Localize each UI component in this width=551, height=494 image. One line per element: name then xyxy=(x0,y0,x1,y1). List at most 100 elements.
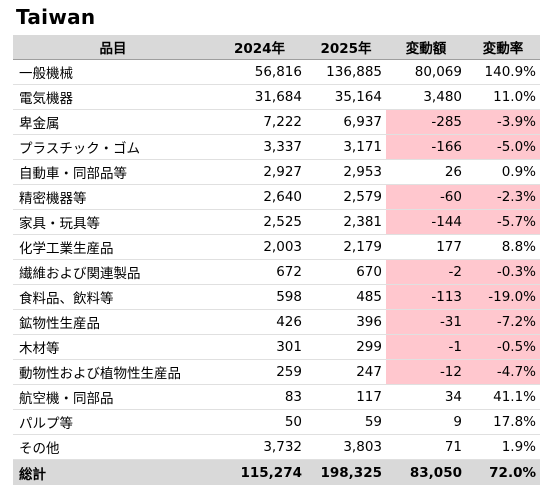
value-2024: 3,732 xyxy=(213,434,306,460)
header-item: 品目 xyxy=(13,35,213,60)
value-2025: 117 xyxy=(306,384,386,410)
value-2025: 485 xyxy=(306,284,386,310)
value-change: -285 xyxy=(386,109,466,135)
item-name: 家具・玩具等 xyxy=(13,209,213,235)
value-2024: 598 xyxy=(213,284,306,310)
value-change: 26 xyxy=(386,159,466,185)
value-2025: 6,937 xyxy=(306,109,386,135)
value-rate: 140.9% xyxy=(466,59,540,85)
value-rate: -5.0% xyxy=(466,134,540,160)
table-row: 家具・玩具等 2,525 2,381 -144 -5.7% xyxy=(13,209,540,235)
total-change: 83,050 xyxy=(386,459,466,485)
total-2025: 198,325 xyxy=(306,459,386,485)
page-title: Taiwan xyxy=(16,5,96,29)
table-row: パルプ等 50 59 9 17.8% xyxy=(13,409,540,435)
table-row: 卑金属 7,222 6,937 -285 -3.9% xyxy=(13,109,540,135)
value-rate: -3.9% xyxy=(466,109,540,135)
value-2024: 56,816 xyxy=(213,59,306,85)
item-name: 自動車・同部品等 xyxy=(13,159,213,185)
value-2024: 259 xyxy=(213,359,306,385)
table-row: 電気機器 31,684 35,164 3,480 11.0% xyxy=(13,84,540,110)
total-rate: 72.0% xyxy=(466,459,540,485)
table-row: 木材等 301 299 -1 -0.5% xyxy=(13,334,540,360)
value-2025: 247 xyxy=(306,359,386,385)
table-footer: 総計 115,274 198,325 83,050 72.0% xyxy=(13,459,540,485)
table-row: 鉱物性生産品 426 396 -31 -7.2% xyxy=(13,309,540,335)
header-rate: 変動率 xyxy=(466,35,540,60)
item-name: 航空機・同部品 xyxy=(13,384,213,410)
value-change: 71 xyxy=(386,434,466,460)
value-2024: 426 xyxy=(213,309,306,335)
table-row: 食料品、飲料等 598 485 -113 -19.0% xyxy=(13,284,540,310)
value-2025: 59 xyxy=(306,409,386,435)
table-row: 自動車・同部品等 2,927 2,953 26 0.9% xyxy=(13,159,540,185)
item-name: 繊維および関連製品 xyxy=(13,259,213,285)
table-row: 動物性および植物性生産品 259 247 -12 -4.7% xyxy=(13,359,540,385)
table-row: 航空機・同部品 83 117 34 41.1% xyxy=(13,384,540,410)
value-change: -144 xyxy=(386,209,466,235)
table-row: その他 3,732 3,803 71 1.9% xyxy=(13,434,540,460)
item-name: 精密機器等 xyxy=(13,184,213,210)
item-name: 卑金属 xyxy=(13,109,213,135)
value-2024: 3,337 xyxy=(213,134,306,160)
value-rate: 11.0% xyxy=(466,84,540,110)
value-2024: 2,927 xyxy=(213,159,306,185)
item-name: 鉱物性生産品 xyxy=(13,309,213,335)
item-name: その他 xyxy=(13,434,213,460)
item-name: 一般機械 xyxy=(13,59,213,85)
value-change: -1 xyxy=(386,334,466,360)
value-rate: -0.3% xyxy=(466,259,540,285)
item-name: 動物性および植物性生産品 xyxy=(13,359,213,385)
value-change: -31 xyxy=(386,309,466,335)
value-2025: 3,803 xyxy=(306,434,386,460)
value-2025: 3,171 xyxy=(306,134,386,160)
value-rate: 41.1% xyxy=(466,384,540,410)
header-2025: 2025年 xyxy=(306,35,386,60)
value-rate: 17.8% xyxy=(466,409,540,435)
value-rate: -5.7% xyxy=(466,209,540,235)
value-change: -166 xyxy=(386,134,466,160)
item-name: パルプ等 xyxy=(13,409,213,435)
table-row: プラスチック・ゴム 3,337 3,171 -166 -5.0% xyxy=(13,134,540,160)
value-2025: 2,381 xyxy=(306,209,386,235)
value-2024: 83 xyxy=(213,384,306,410)
value-2025: 2,179 xyxy=(306,234,386,260)
value-change: 177 xyxy=(386,234,466,260)
value-change: -113 xyxy=(386,284,466,310)
item-name: 木材等 xyxy=(13,334,213,360)
trade-table: 品目 2024年 2025年 変動額 変動率 一般機械 56,816 136,885… xyxy=(13,35,540,485)
value-rate: -4.7% xyxy=(466,359,540,385)
total-row: 総計 115,274 198,325 83,050 72.0% xyxy=(13,459,540,485)
value-rate: 0.9% xyxy=(466,159,540,185)
header-change: 変動額 xyxy=(386,35,466,60)
header-row: 品目 2024年 2025年 変動額 変動率 xyxy=(13,35,540,60)
value-2024: 50 xyxy=(213,409,306,435)
header-2024: 2024年 xyxy=(213,35,306,60)
value-change: -2 xyxy=(386,259,466,285)
item-name: 電気機器 xyxy=(13,84,213,110)
table-row: 化学工業生産品 2,003 2,179 177 8.8% xyxy=(13,234,540,260)
value-rate: -2.3% xyxy=(466,184,540,210)
value-change: 3,480 xyxy=(386,84,466,110)
item-name: 食料品、飲料等 xyxy=(13,284,213,310)
table-row: 一般機械 56,816 136,885 80,069 140.9% xyxy=(13,59,540,85)
value-rate: -0.5% xyxy=(466,334,540,360)
value-2024: 2,003 xyxy=(213,234,306,260)
value-2025: 299 xyxy=(306,334,386,360)
value-2024: 2,640 xyxy=(213,184,306,210)
value-rate: -19.0% xyxy=(466,284,540,310)
value-rate: 1.9% xyxy=(466,434,540,460)
value-change: -12 xyxy=(386,359,466,385)
total-2024: 115,274 xyxy=(213,459,306,485)
value-change: -60 xyxy=(386,184,466,210)
value-change: 80,069 xyxy=(386,59,466,85)
value-2024: 301 xyxy=(213,334,306,360)
table-header: 品目 2024年 2025年 変動額 変動率 xyxy=(13,35,540,60)
total-label: 総計 xyxy=(13,459,213,485)
value-2024: 672 xyxy=(213,259,306,285)
table-row: 精密機器等 2,640 2,579 -60 -2.3% xyxy=(13,184,540,210)
value-change: 9 xyxy=(386,409,466,435)
value-2025: 35,164 xyxy=(306,84,386,110)
table-row: 繊維および関連製品 672 670 -2 -0.3% xyxy=(13,259,540,285)
table-body: 一般機械 56,816 136,885 80,069 140.9% 電気機器 31,684 3… xyxy=(13,59,540,460)
